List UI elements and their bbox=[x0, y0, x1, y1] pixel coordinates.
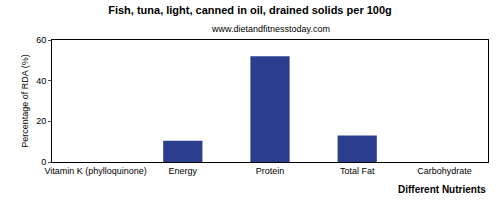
svg-text:Percentage of RDA (%): Percentage of RDA (%) bbox=[20, 54, 30, 148]
svg-text:0: 0 bbox=[41, 157, 46, 167]
svg-text:Vitamin K (phylloquinone): Vitamin K (phylloquinone) bbox=[44, 166, 146, 176]
svg-text:Energy: Energy bbox=[169, 166, 198, 176]
svg-text:Carbohydrate: Carbohydrate bbox=[417, 166, 472, 176]
svg-text:60: 60 bbox=[36, 35, 46, 45]
svg-text:Total Fat: Total Fat bbox=[340, 166, 375, 176]
svg-text:www.dietandfitnesstoday.com: www.dietandfitnesstoday.com bbox=[211, 24, 330, 34]
svg-text:Protein: Protein bbox=[256, 166, 285, 176]
svg-text:40: 40 bbox=[36, 76, 46, 86]
svg-text:Fish, tuna, light, canned in o: Fish, tuna, light, canned in oil, draine… bbox=[108, 4, 392, 16]
svg-text:Different Nutrients: Different Nutrients bbox=[398, 184, 486, 195]
svg-text:20: 20 bbox=[36, 116, 46, 126]
